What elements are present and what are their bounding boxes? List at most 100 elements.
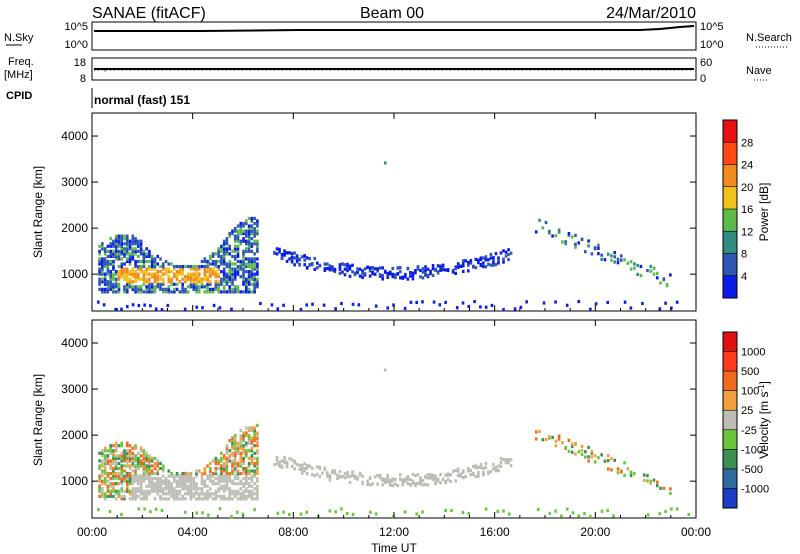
echo-cell [270,303,274,307]
echo-cell [220,464,223,468]
echo-cell [220,451,223,455]
echo-cell [195,482,198,486]
echo-cell [142,275,146,279]
echo-cell [228,267,232,271]
echo-cell [178,482,182,486]
echo-cell [282,510,285,514]
echo-cell [256,464,259,468]
echo-cell [131,482,135,486]
echo-cell [112,277,115,281]
echo-cell [239,439,243,443]
echo-cell [245,282,248,286]
echo-cell [125,474,129,478]
echo-cell [156,280,160,284]
echo-cell [242,433,245,438]
echo-cell [228,264,232,269]
echo-cell [106,487,110,491]
echo-cell [123,247,126,251]
echo-cell [416,481,420,485]
echo-cell [600,257,603,261]
echo-cell [236,244,240,248]
echo-cell [492,467,495,471]
echo-cell [206,489,209,493]
echo-cell [192,277,196,281]
echo-cell [388,271,392,276]
echo-cell [587,459,590,463]
echo-cell [131,451,135,455]
echo-cell [109,482,112,486]
echo-cell [326,474,329,478]
echo-cell [424,482,427,487]
echo-cell [328,509,332,513]
echo-cell [98,280,101,284]
echo-cell [250,454,254,458]
echo-cell [256,239,259,243]
echo-cell [209,257,212,261]
echo-cell [195,285,198,289]
echo-cell [123,449,126,453]
echo-cell [233,277,237,281]
echo-cell [164,482,168,486]
echo-cell [214,469,218,473]
echo-cell [123,285,126,289]
echo-cell [164,270,168,274]
echo-cell [487,262,490,266]
echo-cell [112,254,115,259]
echo-cell [504,250,508,254]
echo-cell [419,476,422,480]
echo-cell [233,234,237,238]
echo-cell [98,459,101,463]
echo-cell [189,479,193,483]
echo-cell [233,439,237,443]
echo-cell [551,234,554,238]
echo-cell [351,263,354,267]
echo-cell [217,466,220,471]
echo-cell [250,272,254,276]
echo-cell [283,460,286,464]
echo-cell [125,280,129,284]
echo-cell [137,303,141,308]
echo-cell [236,270,240,274]
echo-cell [231,454,234,458]
echo-cell [220,244,223,248]
echo-cell [186,489,190,493]
echo-cell [112,285,115,289]
echo-cell [669,491,672,496]
echo-cell [139,492,143,496]
echo-cell [474,474,478,479]
echo-cell [200,259,204,264]
echo-cell [103,482,107,486]
echo-cell [454,468,457,473]
echo-cell [131,249,135,253]
echo-cell [125,234,129,238]
echo-cell [139,259,143,264]
echo-cell [148,290,151,294]
echo-cell [142,489,146,493]
station-title: SANAE (fitACF) [92,5,206,22]
echo-cell [114,252,118,256]
echo-cell [145,497,148,501]
echo-cell [189,282,193,286]
echo-cell [145,454,148,458]
echo-cell [106,456,110,460]
echo-cell [114,285,118,289]
echo-cell [338,267,342,271]
echo-cell [211,492,215,496]
echo-cell [278,247,281,251]
echo-cell [222,469,226,473]
echo-cell [242,489,245,493]
echo-cell [298,463,301,467]
echo-cell [383,161,387,165]
echo-cell [220,254,223,259]
echo-cell [538,218,541,222]
echo-cell [343,476,347,480]
echo-cell [341,262,344,266]
echo-cell [288,257,291,261]
echo-cell [236,224,240,228]
echo-cell [209,290,212,294]
echo-cell [123,242,126,246]
echo-cell [542,301,546,305]
echo-cell [181,474,184,478]
echo-cell [181,264,184,269]
echo-cell [148,471,151,476]
